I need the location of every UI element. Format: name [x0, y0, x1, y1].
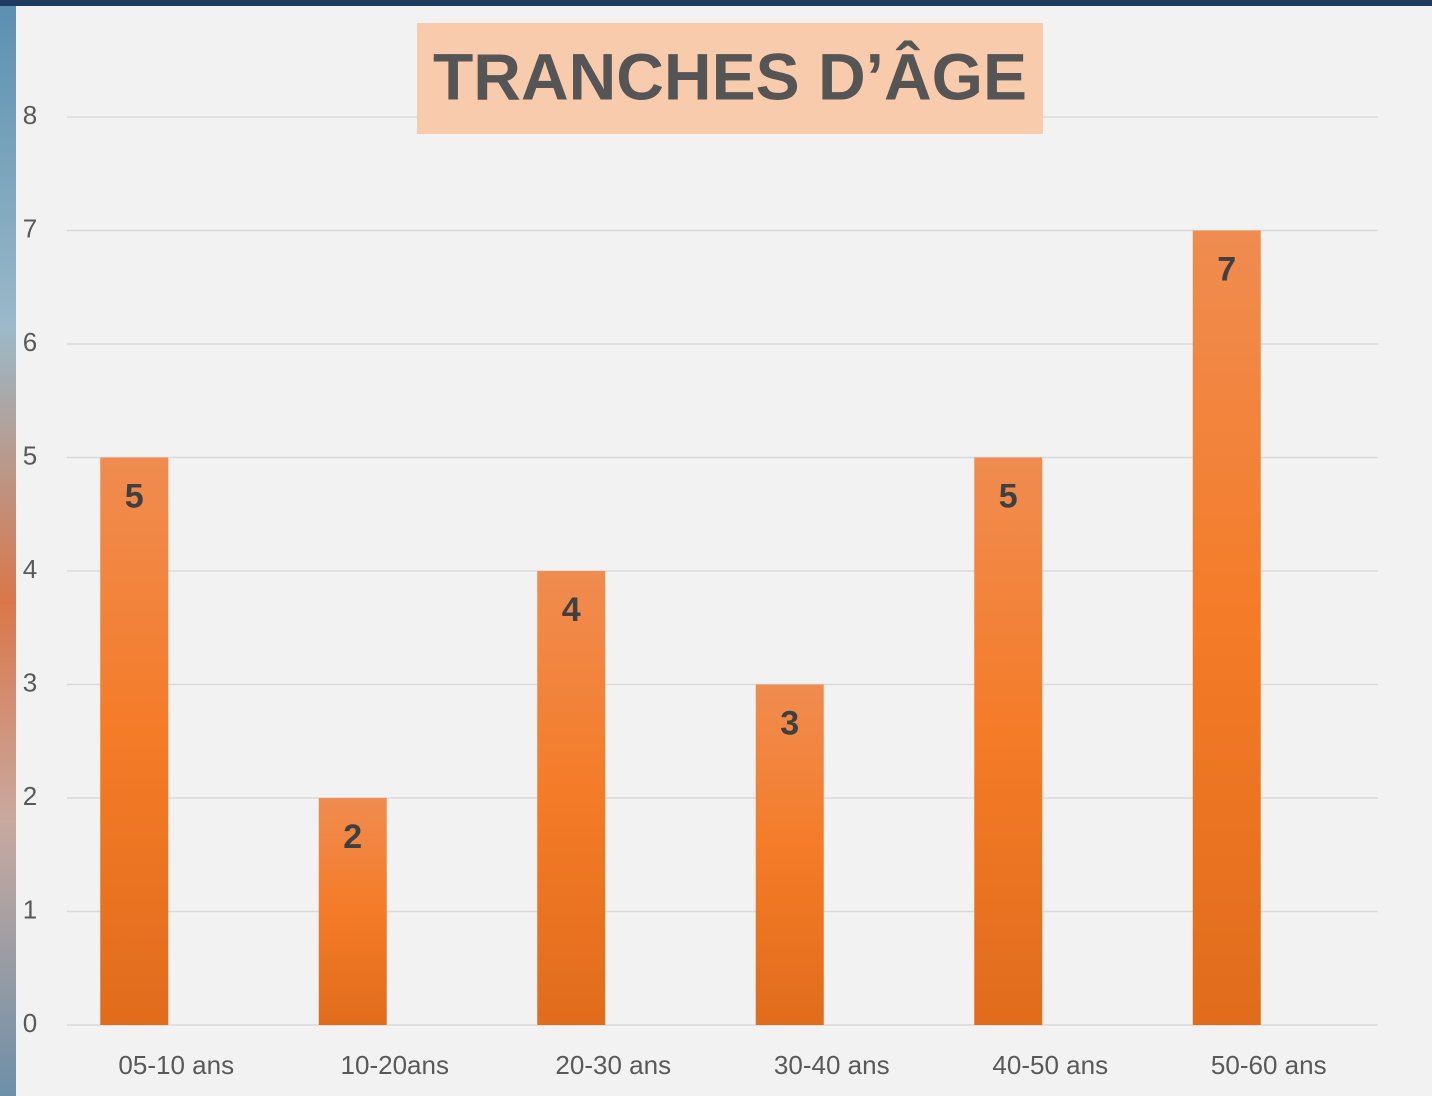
data-label: 5	[125, 477, 144, 515]
x-tick-label: 05-10 ans	[118, 1050, 234, 1080]
data-label: 4	[562, 591, 581, 629]
y-tick-label: 6	[23, 327, 37, 357]
chart-title: TRANCHES D’ÂGE	[433, 39, 1027, 113]
bar	[537, 571, 606, 1025]
x-tick-label: 30-40 ans	[774, 1050, 890, 1080]
y-tick-label: 4	[23, 554, 37, 584]
y-tick-label: 7	[23, 213, 37, 243]
y-tick-label: 8	[23, 100, 37, 130]
bar	[755, 684, 824, 1025]
data-label: 3	[780, 704, 799, 742]
data-label: 2	[343, 818, 362, 856]
bar	[1192, 230, 1261, 1025]
y-tick-label: 5	[23, 440, 37, 470]
bar	[974, 457, 1043, 1025]
data-label: 5	[999, 477, 1018, 515]
y-tick-label: 1	[23, 894, 37, 924]
left-image-strip	[0, 0, 16, 1096]
x-tick-label: 10-20ans	[341, 1050, 449, 1080]
y-tick-label: 3	[23, 667, 37, 697]
bar	[100, 457, 169, 1025]
y-tick-label: 0	[23, 1008, 37, 1038]
x-tick-label: 50-60 ans	[1211, 1050, 1327, 1080]
x-tick-label: 20-30 ans	[555, 1050, 671, 1080]
plot-area: 0 1 2 3 4 5 6 7 8 05-10 ans 5 10-20ans 2 20-30 ans 4 30…	[23, 100, 1378, 1080]
top-border	[0, 0, 1432, 6]
data-label: 7	[1217, 250, 1236, 288]
bar	[318, 798, 387, 1025]
x-tick-label: 40-50 ans	[992, 1050, 1108, 1080]
title-box	[417, 23, 1043, 134]
y-tick-label: 2	[23, 781, 37, 811]
